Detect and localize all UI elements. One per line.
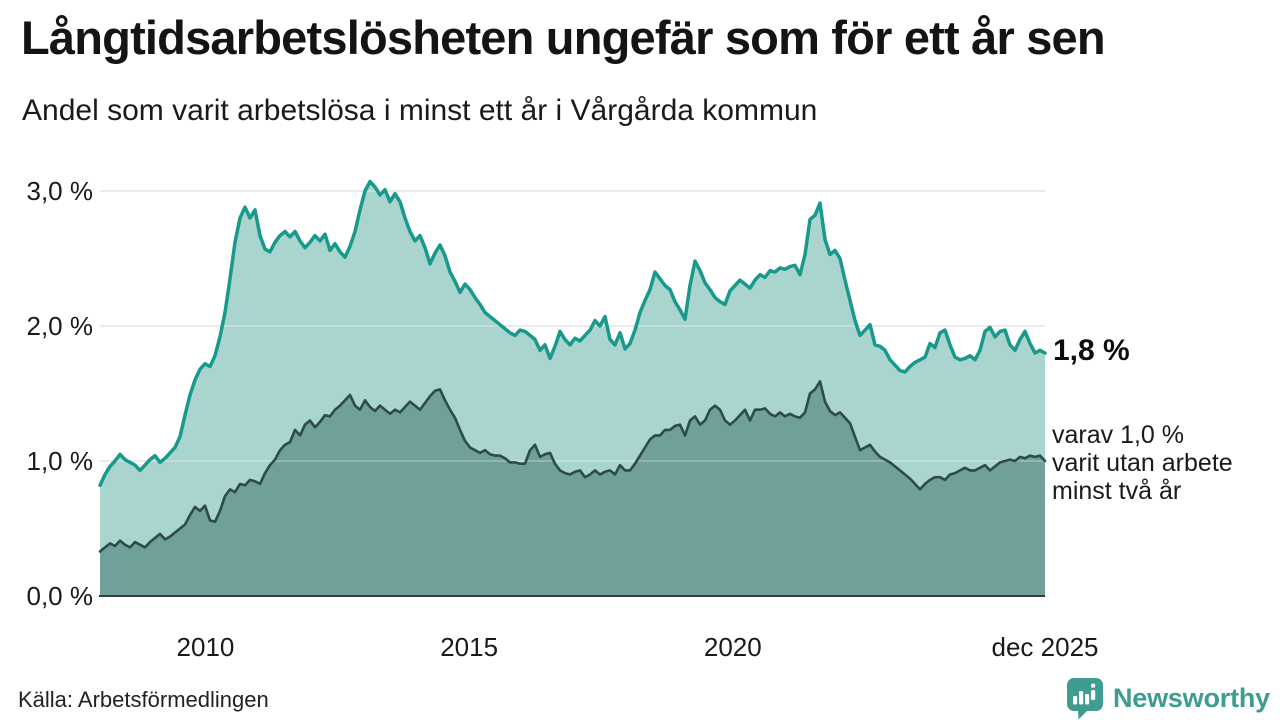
- breakdown-label: varav 1,0 % varit utan arbete minst två …: [1052, 421, 1233, 505]
- x-axis-label: 2015: [440, 632, 499, 662]
- x-axis-label: 2020: [703, 632, 762, 662]
- x-axis-label: 2010: [176, 632, 235, 662]
- page-title: Långtidsarbetslösheten ungefär som för e…: [21, 11, 1106, 64]
- breakdown-line-3: minst två år: [1052, 477, 1182, 505]
- y-axis-label: 0,0 %: [26, 581, 94, 611]
- newsworthy-logo: Newsworthy: [1066, 676, 1270, 720]
- newsworthy-speech-bubble-icon: [1066, 677, 1103, 719]
- brand-name: Newsworthy: [1112, 682, 1270, 713]
- area-unemployed-two-years: [100, 381, 1045, 596]
- x-axis-label: dec 2025: [991, 632, 1099, 662]
- line-unemployed-one-year: [98, 179, 1047, 488]
- source-credit: Källa: Arbetsförmedlingen: [18, 687, 269, 712]
- y-axis-label: 1,0 %: [26, 446, 94, 476]
- page-subtitle: Andel som varit arbetslösa i minst ett å…: [22, 94, 818, 127]
- breakdown-line-2: varit utan arbete: [1052, 449, 1233, 477]
- line-unemployed-two-years: [98, 380, 1047, 553]
- y-axis-label: 2,0 %: [26, 311, 94, 341]
- latest-value-label: 1,8 %: [1053, 334, 1130, 367]
- breakdown-line-1: varav 1,0 %: [1052, 421, 1185, 449]
- y-axis-label: 3,0 %: [26, 176, 94, 206]
